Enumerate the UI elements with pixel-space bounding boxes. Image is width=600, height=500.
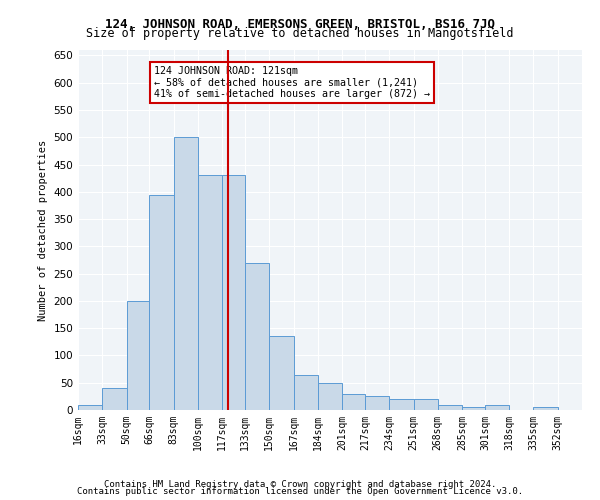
Bar: [318, 382, 342, 410]
Bar: [365, 396, 389, 410]
Bar: [413, 399, 438, 410]
Bar: [389, 399, 413, 410]
Bar: [485, 404, 509, 410]
Text: 124 JOHNSON ROAD: 121sqm
← 58% of detached houses are smaller (1,241)
41% of sem: 124 JOHNSON ROAD: 121sqm ← 58% of detach…: [154, 66, 430, 99]
Bar: [533, 408, 558, 410]
Bar: [198, 176, 222, 410]
Bar: [102, 388, 127, 410]
Bar: [78, 404, 102, 410]
Bar: [293, 374, 318, 410]
Bar: [462, 408, 485, 410]
Bar: [245, 262, 269, 410]
Bar: [342, 394, 365, 410]
Bar: [173, 138, 198, 410]
Bar: [222, 176, 245, 410]
Text: 124, JOHNSON ROAD, EMERSONS GREEN, BRISTOL, BS16 7JQ: 124, JOHNSON ROAD, EMERSONS GREEN, BRIST…: [105, 18, 495, 30]
Bar: [127, 301, 149, 410]
Bar: [149, 194, 173, 410]
Text: Contains HM Land Registry data © Crown copyright and database right 2024.: Contains HM Land Registry data © Crown c…: [104, 480, 496, 489]
Y-axis label: Number of detached properties: Number of detached properties: [38, 140, 48, 320]
Text: Size of property relative to detached houses in Mangotsfield: Size of property relative to detached ho…: [86, 28, 514, 40]
Text: Contains public sector information licensed under the Open Government Licence v3: Contains public sector information licen…: [77, 487, 523, 496]
Bar: [269, 336, 293, 410]
Bar: [438, 404, 462, 410]
